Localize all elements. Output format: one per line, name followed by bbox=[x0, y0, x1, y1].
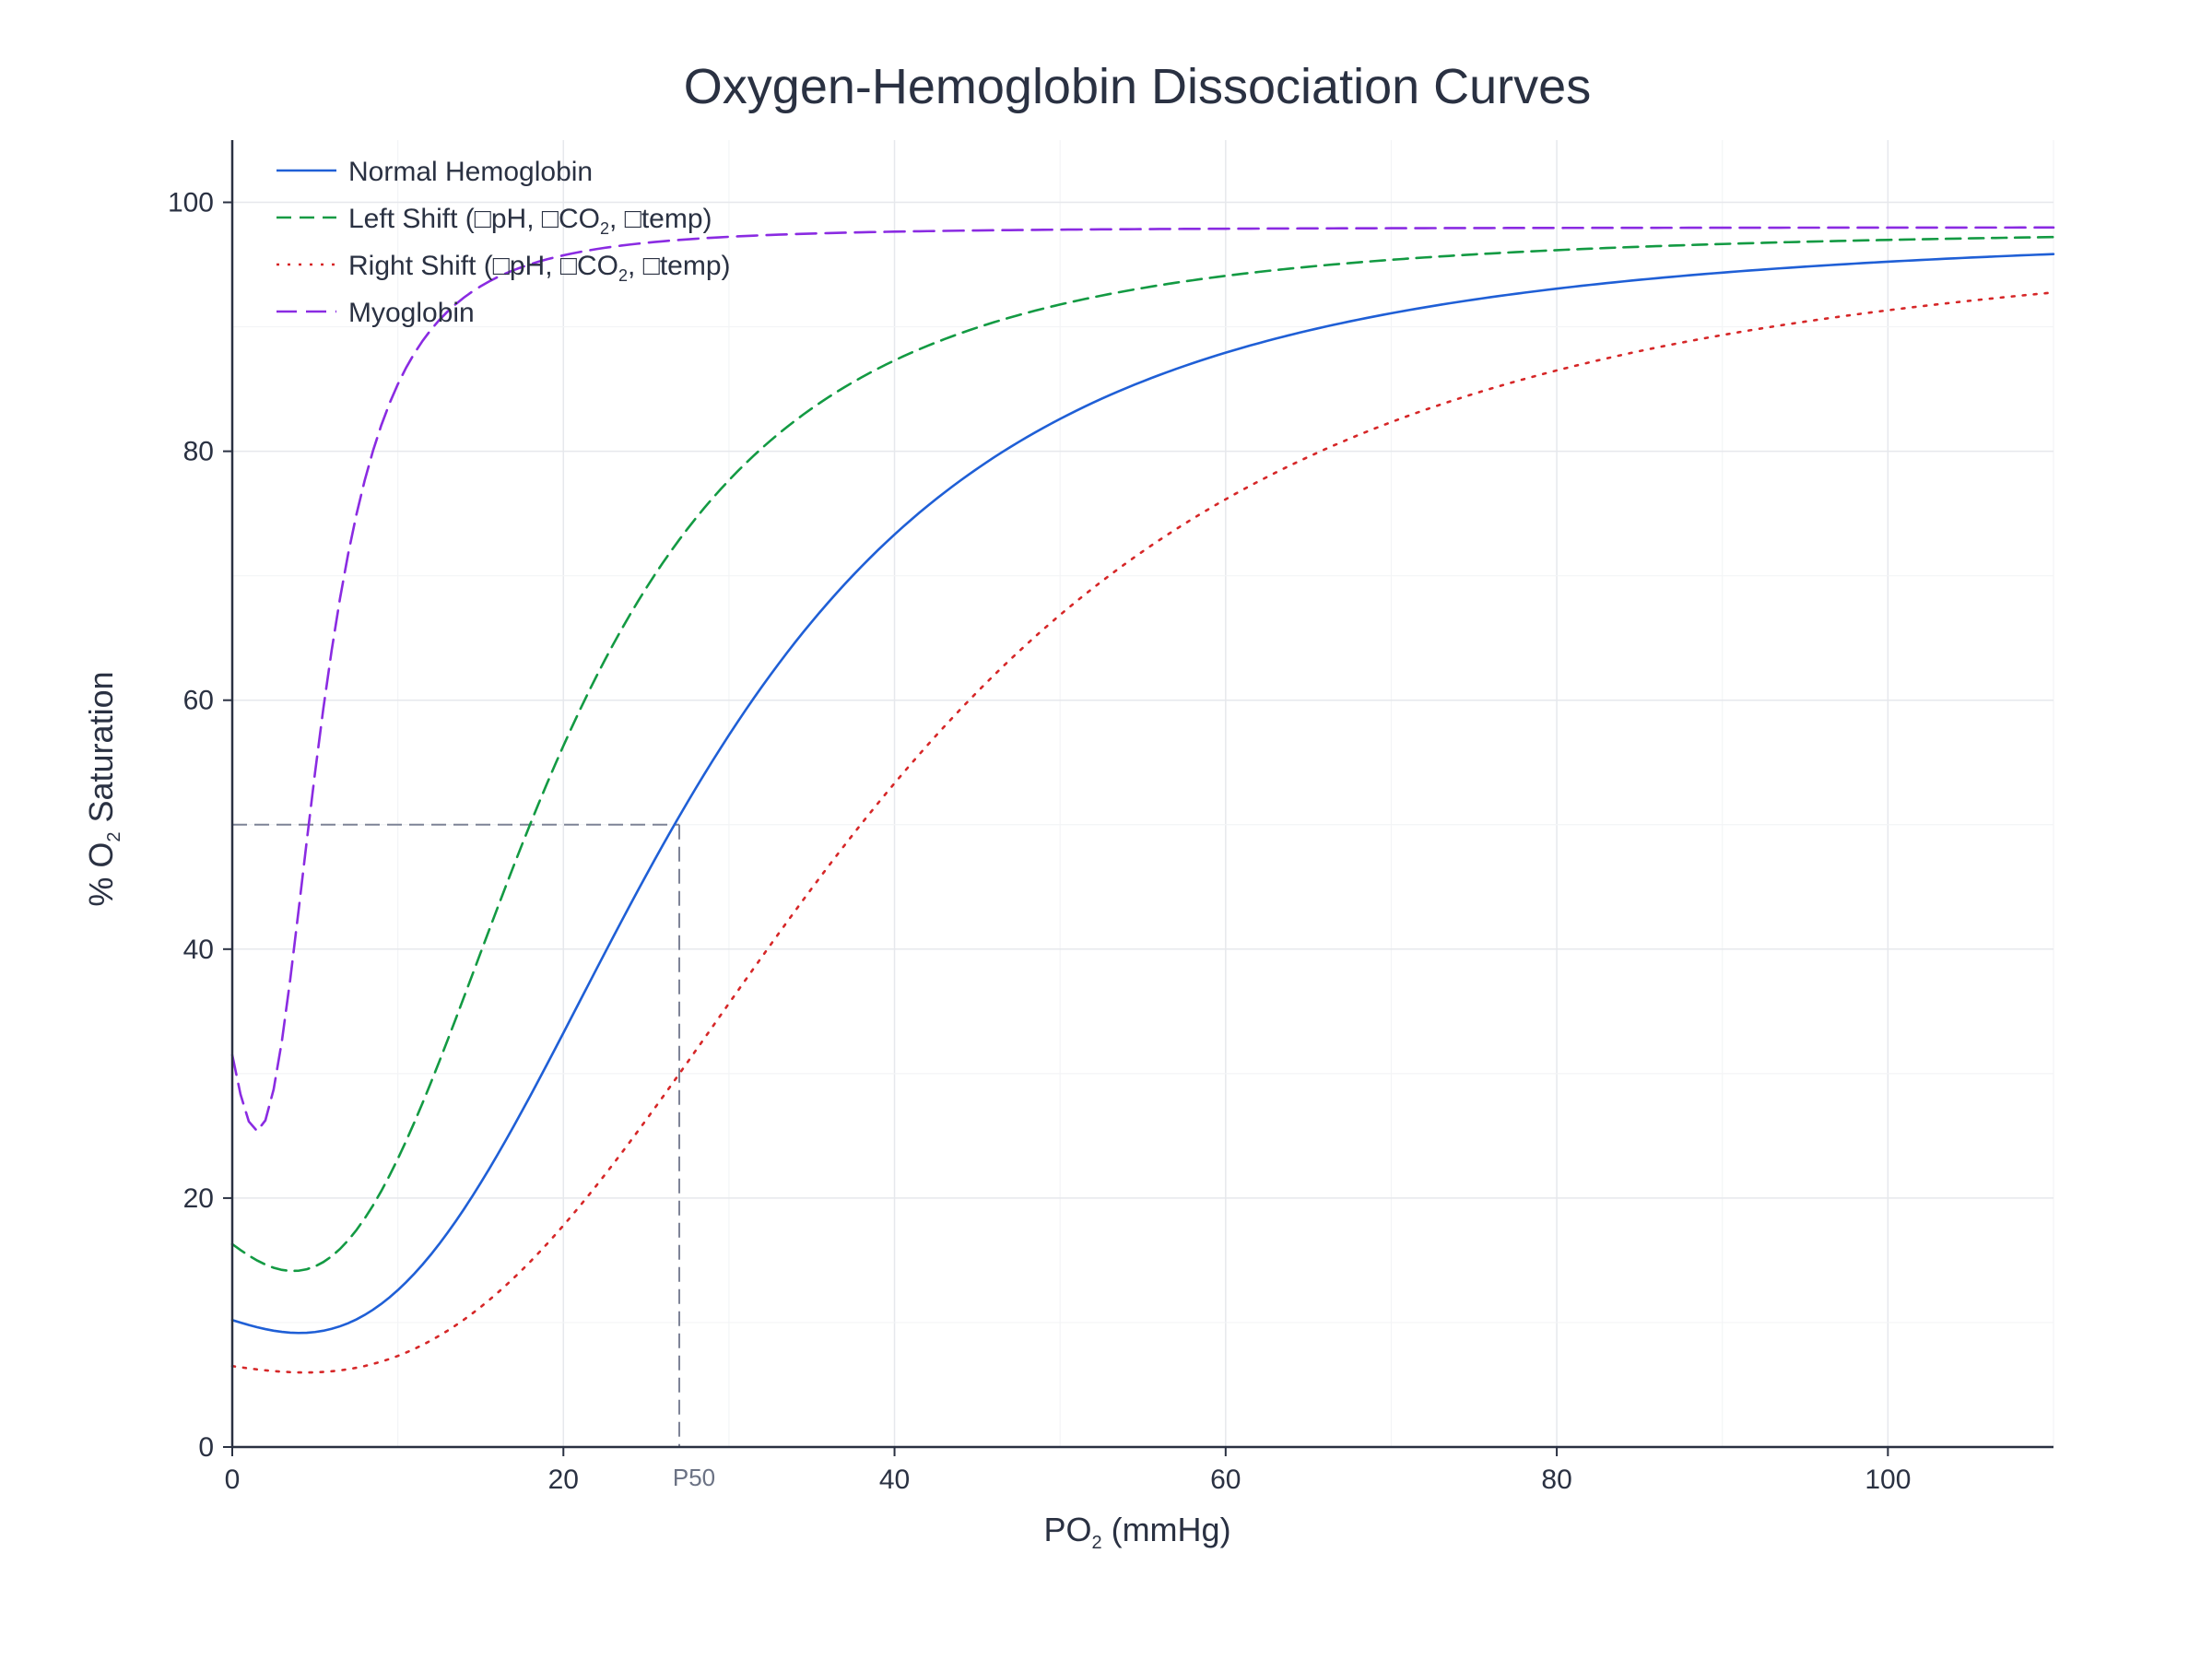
series-line-2 bbox=[230, 291, 2055, 1374]
legend: Normal Hemoglobin Left Shift (□pH, □CO2,… bbox=[276, 157, 731, 328]
series-line-1 bbox=[230, 235, 2055, 1273]
y-tick-label: 60 bbox=[183, 686, 214, 716]
y-tick-label: 20 bbox=[183, 1183, 214, 1214]
legend-item-right-shift[interactable]: Right Shift (□pH, □CO2, □temp) bbox=[276, 251, 731, 285]
series-lines bbox=[230, 226, 2055, 1374]
y-tick-label: 100 bbox=[168, 188, 214, 218]
tick-labels: 0 20 40 60 80 100 0 20 40 60 80 100 bbox=[168, 188, 1911, 1495]
legend-item-normal[interactable]: Normal Hemoglobin bbox=[276, 157, 593, 187]
x-tick-label: 100 bbox=[1865, 1465, 1911, 1495]
series-line-3 bbox=[230, 226, 2055, 1134]
p50-guide-lines: P50 bbox=[232, 823, 715, 1491]
legend-label: Left Shift (□pH, □CO2, □temp) bbox=[348, 204, 712, 238]
x-tick-label: 60 bbox=[1210, 1465, 1241, 1495]
axes bbox=[230, 140, 2053, 1449]
legend-item-left-shift[interactable]: Left Shift (□pH, □CO2, □temp) bbox=[276, 204, 712, 238]
x-axis-title: PO2 (mmHg) bbox=[1043, 1511, 1230, 1553]
x-tick-label: 80 bbox=[1541, 1465, 1571, 1495]
y-tick-label: 0 bbox=[198, 1432, 214, 1463]
legend-label: Right Shift (□pH, □CO2, □temp) bbox=[348, 251, 731, 285]
x-tick-label: 40 bbox=[879, 1465, 910, 1495]
legend-label: Normal Hemoglobin bbox=[348, 157, 593, 187]
y-tick-label: 80 bbox=[183, 437, 214, 467]
grid bbox=[232, 140, 2054, 1447]
x-tick-label: 0 bbox=[225, 1465, 241, 1495]
y-tick-label: 40 bbox=[183, 935, 214, 965]
x-tick-label: 20 bbox=[548, 1465, 579, 1495]
y-axis-title: % O2 Saturation bbox=[82, 671, 124, 906]
p50-label: P50 bbox=[673, 1464, 715, 1491]
legend-item-myoglobin[interactable]: Myoglobin bbox=[276, 298, 475, 328]
series-line-0 bbox=[230, 253, 2055, 1335]
legend-label: Myoglobin bbox=[348, 298, 475, 328]
chart-title: Oxygen-Hemoglobin Dissociation Curves bbox=[684, 59, 1591, 114]
